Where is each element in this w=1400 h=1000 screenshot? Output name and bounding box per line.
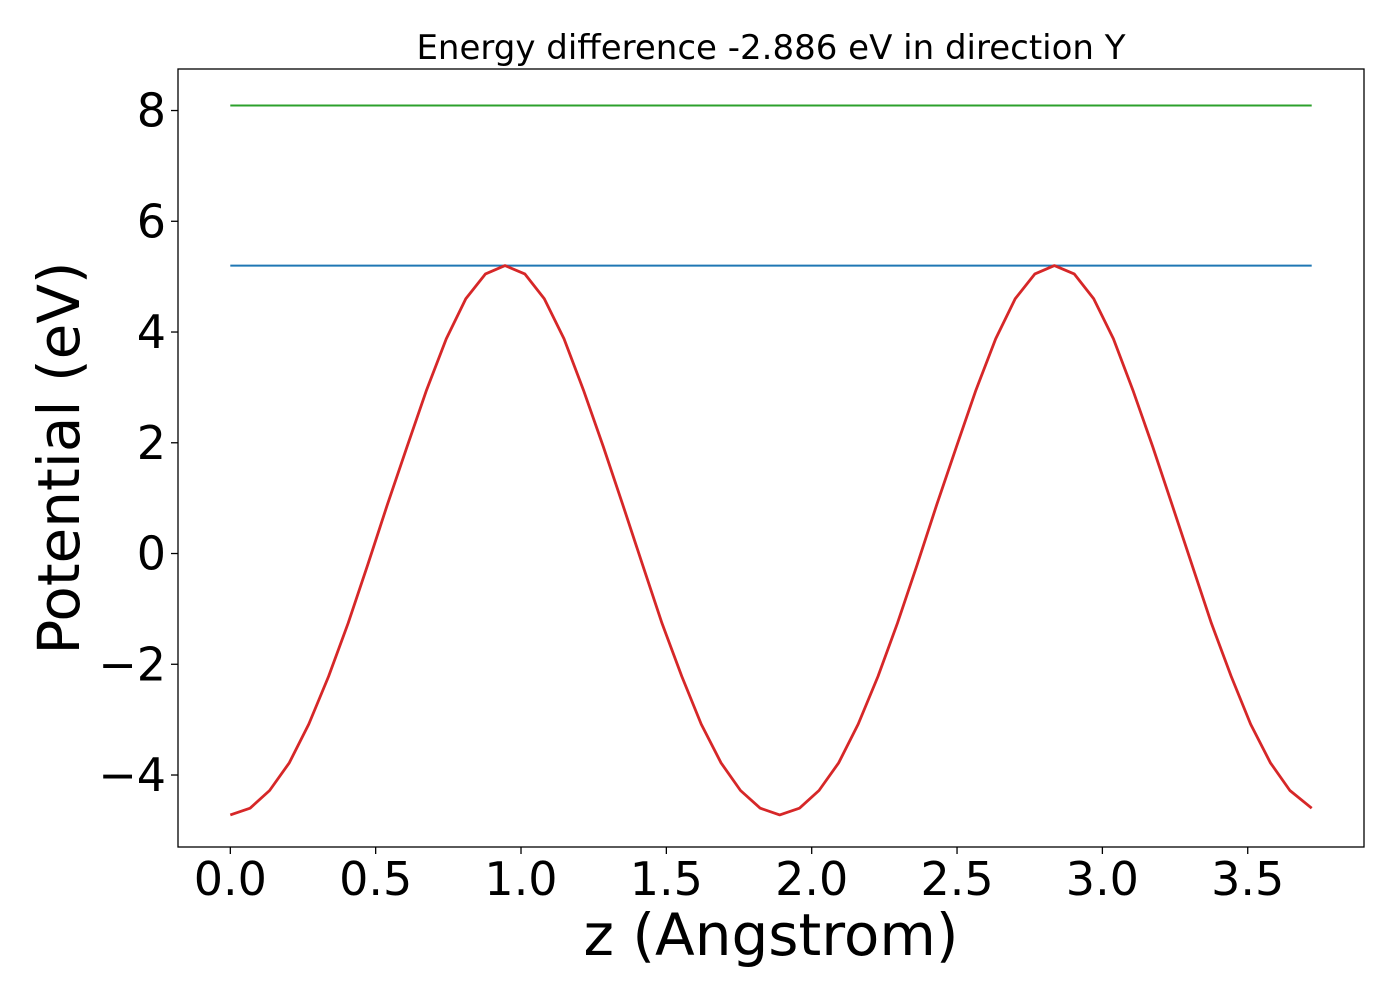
- y-tick-label: −4: [98, 748, 166, 802]
- series-line-3: [229, 264, 1313, 817]
- y-tick-label: 2: [137, 416, 166, 470]
- x-tick-label: 3.0: [1066, 852, 1139, 906]
- plot-area-frame: [177, 68, 1365, 848]
- chart-title: Energy difference -2.886 eV in direction…: [416, 28, 1125, 68]
- x-tick-label: 2.5: [920, 852, 993, 906]
- y-tick-label: −2: [98, 637, 166, 691]
- x-tick-label: 3.5: [1211, 852, 1284, 906]
- y-axis: −4 −2 0 2 4 6 8: [98, 84, 178, 802]
- x-tick-label: 2.0: [775, 852, 848, 906]
- x-tick-label: 1.0: [484, 852, 557, 906]
- x-axis-label: z (Angstrom): [584, 901, 959, 969]
- x-axis: 0.0 0.5 1.0 1.5 2.0 2.5 3.0 3.5: [194, 847, 1284, 906]
- series-layer: [229, 104, 1313, 817]
- x-tick-label: 0.0: [194, 852, 267, 906]
- x-tick-label: 1.5: [630, 852, 703, 906]
- y-axis-label: Potential (eV): [25, 261, 93, 654]
- y-tick-label: 8: [137, 84, 166, 138]
- y-tick-label: 4: [137, 305, 166, 359]
- x-tick-label: 0.5: [339, 852, 412, 906]
- y-tick-label: 0: [137, 527, 166, 581]
- y-tick-label: 6: [137, 194, 166, 248]
